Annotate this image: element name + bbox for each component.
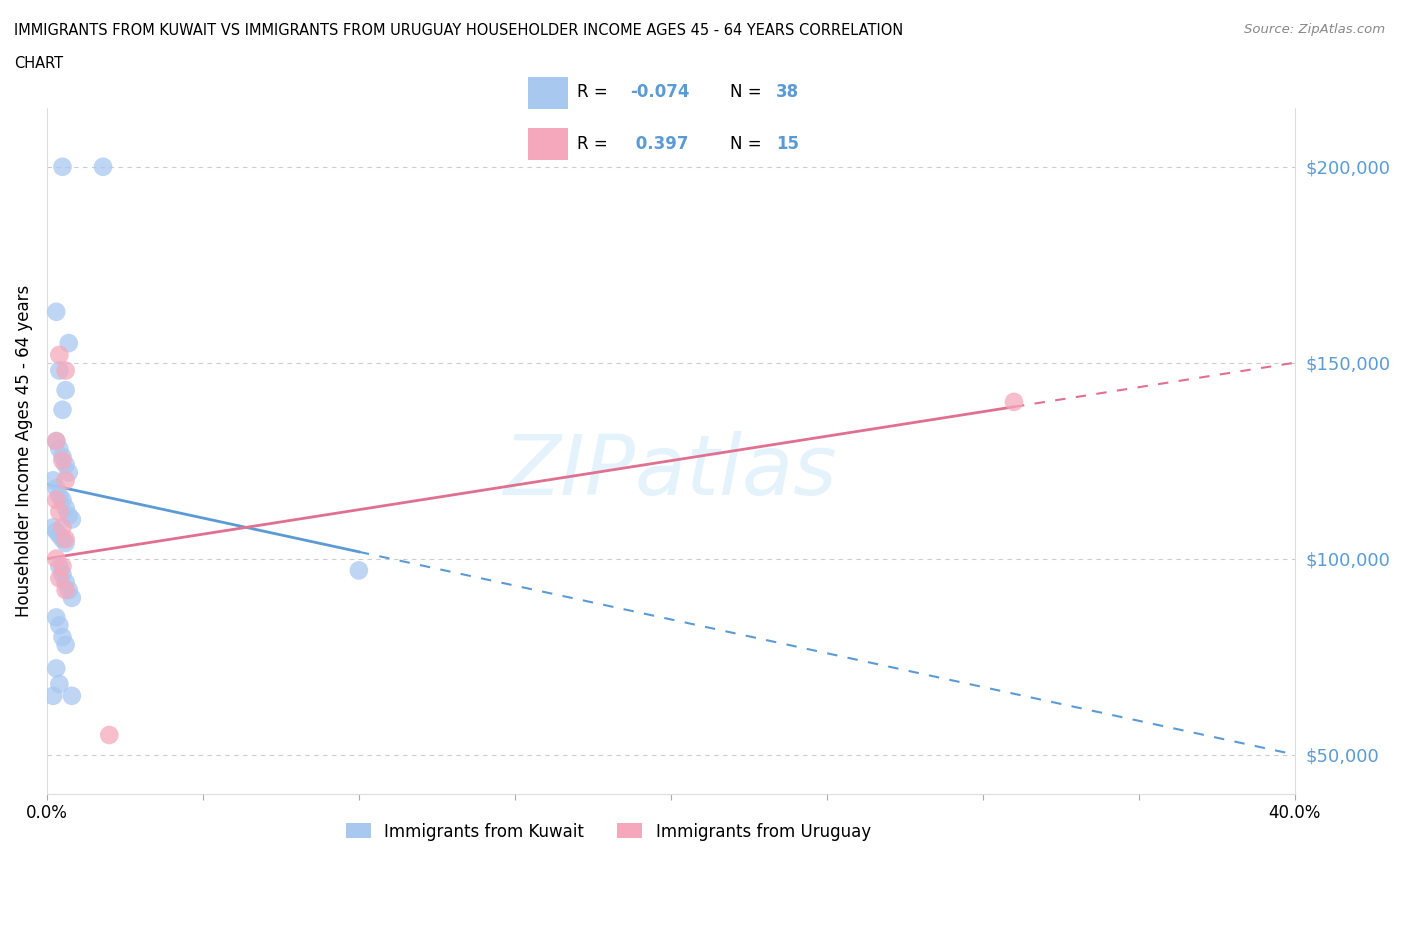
Point (55, 637, 77, 652)
Point (58, 582, 80, 597)
Point (42, 472, 65, 487)
Text: 15: 15 (776, 135, 799, 153)
Text: -0.074: -0.074 (630, 84, 689, 101)
Point (48, 618, 70, 632)
Point (48, 527, 70, 542)
Point (98, 727, 121, 742)
Point (55, 363, 77, 378)
Point (51, 403, 73, 418)
Point (347, 563, 370, 578)
Point (51, 630, 73, 644)
Point (51, 520, 73, 535)
Point (45, 433, 67, 448)
Text: R =: R = (576, 84, 607, 101)
Point (55, 536, 77, 551)
Point (48, 677, 70, 692)
Point (48, 488, 70, 503)
Text: IMMIGRANTS FROM KUWAIT VS IMMIGRANTS FROM URUGUAY HOUSEHOLDER INCOME AGES 45 - 6: IMMIGRANTS FROM KUWAIT VS IMMIGRANTS FRO… (14, 23, 903, 38)
Point (45, 551, 67, 566)
Point (51, 159, 73, 174)
Text: ZIPatlas: ZIPatlas (503, 431, 838, 512)
Point (55, 458, 77, 472)
Point (45, 481, 67, 496)
Point (91, 159, 114, 174)
Point (55, 575, 77, 590)
Text: N =: N = (731, 84, 762, 101)
FancyBboxPatch shape (527, 128, 568, 160)
Point (55, 472, 77, 487)
Point (48, 363, 70, 378)
Point (45, 493, 67, 508)
Point (48, 571, 70, 586)
Point (55, 582, 77, 597)
Text: R =: R = (576, 135, 607, 153)
FancyBboxPatch shape (527, 77, 568, 109)
Point (51, 532, 73, 547)
Point (45, 304, 67, 319)
Text: N =: N = (731, 135, 762, 153)
Point (51, 453, 73, 468)
Point (42, 520, 65, 535)
Point (55, 383, 77, 398)
Point (45, 610, 67, 625)
Point (48, 442, 70, 457)
Point (55, 500, 77, 515)
Point (1002, 394, 1025, 409)
Point (51, 449, 73, 464)
Point (58, 336, 80, 351)
Point (60, 688, 83, 703)
Text: Source: ZipAtlas.com: Source: ZipAtlas.com (1244, 23, 1385, 36)
Text: CHART: CHART (14, 56, 63, 71)
Point (45, 661, 67, 676)
Point (51, 567, 73, 582)
Point (42, 688, 65, 703)
Point (45, 433, 67, 448)
Legend: Immigrants from Kuwait, Immigrants from Uruguay: Immigrants from Kuwait, Immigrants from … (339, 816, 877, 847)
Text: 0.397: 0.397 (630, 135, 689, 153)
Point (48, 559, 70, 574)
Point (60, 512, 83, 527)
Text: 38: 38 (776, 84, 799, 101)
Point (58, 508, 80, 523)
Point (51, 559, 73, 574)
Point (51, 493, 73, 508)
Point (48, 504, 70, 519)
Point (55, 532, 77, 547)
Point (58, 465, 80, 480)
Point (60, 591, 83, 605)
Point (45, 524, 67, 538)
Y-axis label: Householder Income Ages 45 - 64 years: Householder Income Ages 45 - 64 years (15, 285, 32, 617)
Point (48, 348, 70, 363)
